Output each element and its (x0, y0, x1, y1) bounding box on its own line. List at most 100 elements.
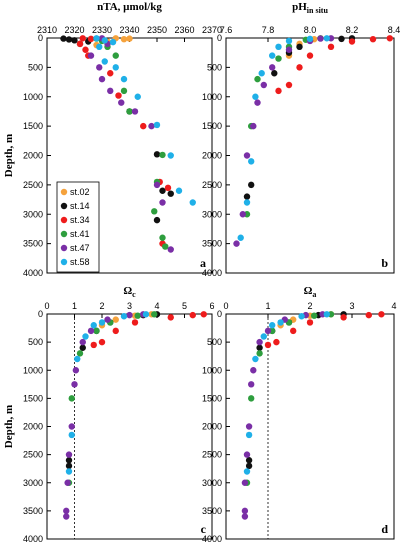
data-point-st58 (101, 37, 108, 44)
data-point-st58 (98, 319, 106, 326)
axis-title: nTA, µmol/kg (97, 1, 162, 13)
data-point-st47 (107, 87, 114, 95)
y-tick-label: 1000 (23, 92, 43, 102)
y-tick-label: 0 (217, 309, 222, 319)
y-tick-label: 500 (207, 337, 222, 347)
data-point-st47 (260, 81, 267, 89)
data-point-st14 (159, 187, 166, 194)
data-point-st58 (134, 93, 141, 100)
panel-letter: c (201, 522, 207, 536)
data-point-st58 (298, 313, 305, 320)
data-point-st47 (250, 367, 257, 374)
data-point-st14 (296, 43, 303, 51)
data-point-st47 (254, 99, 261, 106)
data-point-st02 (126, 35, 133, 42)
data-point-st34 (140, 122, 147, 130)
data-point-st58 (93, 35, 100, 42)
x-tick-label: 8.4 (388, 25, 401, 35)
data-point-st41 (311, 312, 318, 319)
data-point-st47 (243, 152, 251, 159)
data-point-st58 (96, 43, 103, 51)
legend-label: st.14 (70, 201, 90, 211)
data-point-st41 (275, 55, 282, 62)
data-point-st58 (252, 93, 259, 100)
y-tick-label: 3500 (23, 506, 43, 516)
data-point-st41 (76, 350, 84, 357)
panel-letter: d (381, 522, 388, 536)
data-point-st47 (96, 64, 103, 71)
data-point-st58 (248, 158, 255, 165)
data-point-st58 (175, 187, 183, 194)
legend-marker (60, 244, 68, 252)
axis-title: Ωc (123, 285, 136, 299)
data-point-st58 (275, 43, 282, 51)
data-point-st58 (252, 355, 259, 363)
x-tick-label: 2310 (37, 25, 57, 35)
data-point-st41 (254, 75, 261, 83)
y-tick-label: 2500 (23, 180, 43, 190)
data-point-st47 (248, 381, 255, 388)
axis-title: Ωa (304, 285, 317, 299)
data-point-st34 (264, 341, 272, 349)
data-point-st02 (112, 316, 119, 323)
y-tick-label: 0 (38, 309, 43, 319)
data-point-st34 (107, 70, 114, 77)
legend-label: st.41 (70, 229, 90, 239)
data-point-st34 (306, 319, 314, 326)
panel-letter: a (200, 256, 206, 270)
data-point-st41 (248, 395, 255, 402)
data-point-st34 (189, 311, 196, 319)
y-tick-label: 2000 (202, 151, 222, 161)
y-tick-label: 500 (28, 62, 43, 72)
data-point-st14 (153, 151, 161, 158)
data-point-st41 (120, 87, 128, 95)
legend-marker (60, 216, 68, 224)
data-point-st14 (248, 181, 255, 189)
data-point-st34 (296, 64, 303, 71)
data-point-st58 (120, 75, 128, 83)
plot-frame (225, 37, 395, 274)
x-tick-label: 0 (223, 301, 228, 311)
data-point-st58 (243, 468, 251, 475)
data-point-st47 (65, 451, 73, 458)
data-point-st41 (151, 311, 158, 318)
data-point-st34 (365, 311, 372, 319)
data-point-st47 (64, 479, 71, 486)
data-point-st47 (285, 46, 293, 53)
data-point-st47 (241, 507, 249, 515)
data-point-st14 (245, 462, 253, 470)
y-tick-label: 0 (38, 33, 43, 43)
y-tick-label: 2000 (23, 151, 43, 161)
data-point-st14 (65, 462, 73, 470)
data-point-st41 (159, 151, 166, 159)
data-point-st34 (167, 314, 174, 321)
y-tick-label: 2000 (23, 422, 43, 432)
legend-marker (60, 258, 68, 266)
data-point-st47 (126, 311, 133, 319)
x-tick-label: 2370 (202, 25, 222, 35)
data-point-st58 (323, 35, 330, 42)
data-point-st47 (79, 338, 86, 346)
x-tick-label: 8.0 (304, 25, 317, 35)
data-point-st41 (68, 395, 75, 402)
x-tick-label: 0 (44, 301, 49, 311)
data-point-st58 (269, 52, 276, 59)
panel-b: 7.6 7.8 8.0 8.2 8.4 0 500 1000 1500 2000 2500 3000 3… (202, 1, 400, 278)
data-point-st47 (317, 35, 324, 42)
data-point-st34 (290, 327, 297, 335)
x-tick-label: 6 (209, 301, 214, 311)
x-tick-label: 1 (72, 301, 77, 311)
data-point-st47 (71, 381, 78, 388)
y-tick-label: 4000 (23, 534, 43, 544)
data-point-st58 (65, 468, 73, 475)
data-point-st58 (112, 64, 119, 71)
x-tick-label: 5 (182, 301, 187, 311)
x-tick-label: 2 (307, 301, 312, 311)
data-point-st14 (71, 37, 78, 44)
x-tick-label: 2340 (119, 25, 139, 35)
data-point-st14 (65, 457, 73, 464)
data-point-st02 (120, 35, 128, 43)
data-point-st34 (90, 341, 97, 349)
y-tick-label: 2500 (202, 180, 222, 190)
